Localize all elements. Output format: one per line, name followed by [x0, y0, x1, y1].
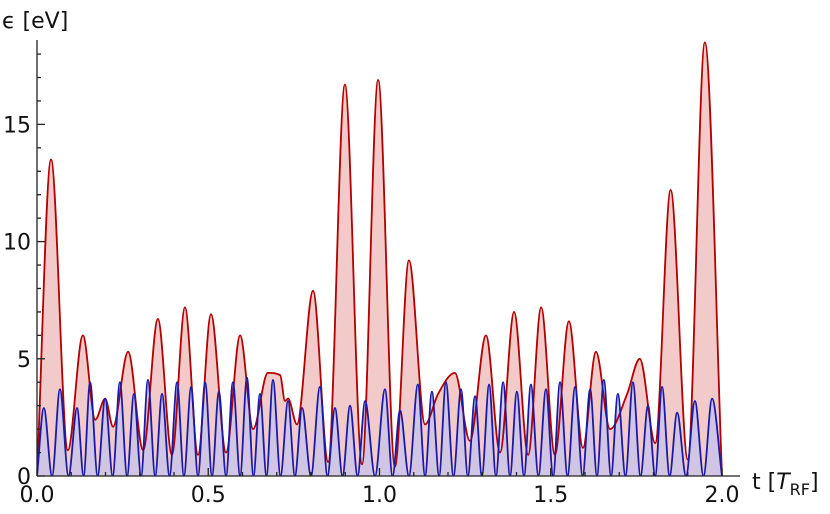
- y-tick-label: 15: [3, 113, 31, 138]
- x-axis-label: t [TRF]: [752, 470, 819, 499]
- x-label-subscript: RF: [790, 480, 810, 499]
- x-tick-label: 0.5: [191, 483, 226, 508]
- y-tick-label: 0: [17, 465, 31, 490]
- x-label-prefix: t [: [752, 470, 776, 495]
- x-tick-label: 1.0: [362, 483, 397, 508]
- x-label-suffix: ]: [810, 470, 819, 495]
- x-tick-label: 2.0: [705, 483, 740, 508]
- y-tick-label: 5: [17, 348, 31, 373]
- x-tick-label: 1.5: [533, 483, 568, 508]
- y-axis-label: ϵ [eV]: [2, 9, 68, 34]
- area-fill: [37, 42, 722, 476]
- x-label-symbol: T: [776, 470, 791, 495]
- y-tick-label: 10: [3, 231, 31, 256]
- area-fill: [37, 377, 722, 476]
- x-tick-label: 0.0: [20, 483, 55, 508]
- plot-area: [37, 41, 723, 476]
